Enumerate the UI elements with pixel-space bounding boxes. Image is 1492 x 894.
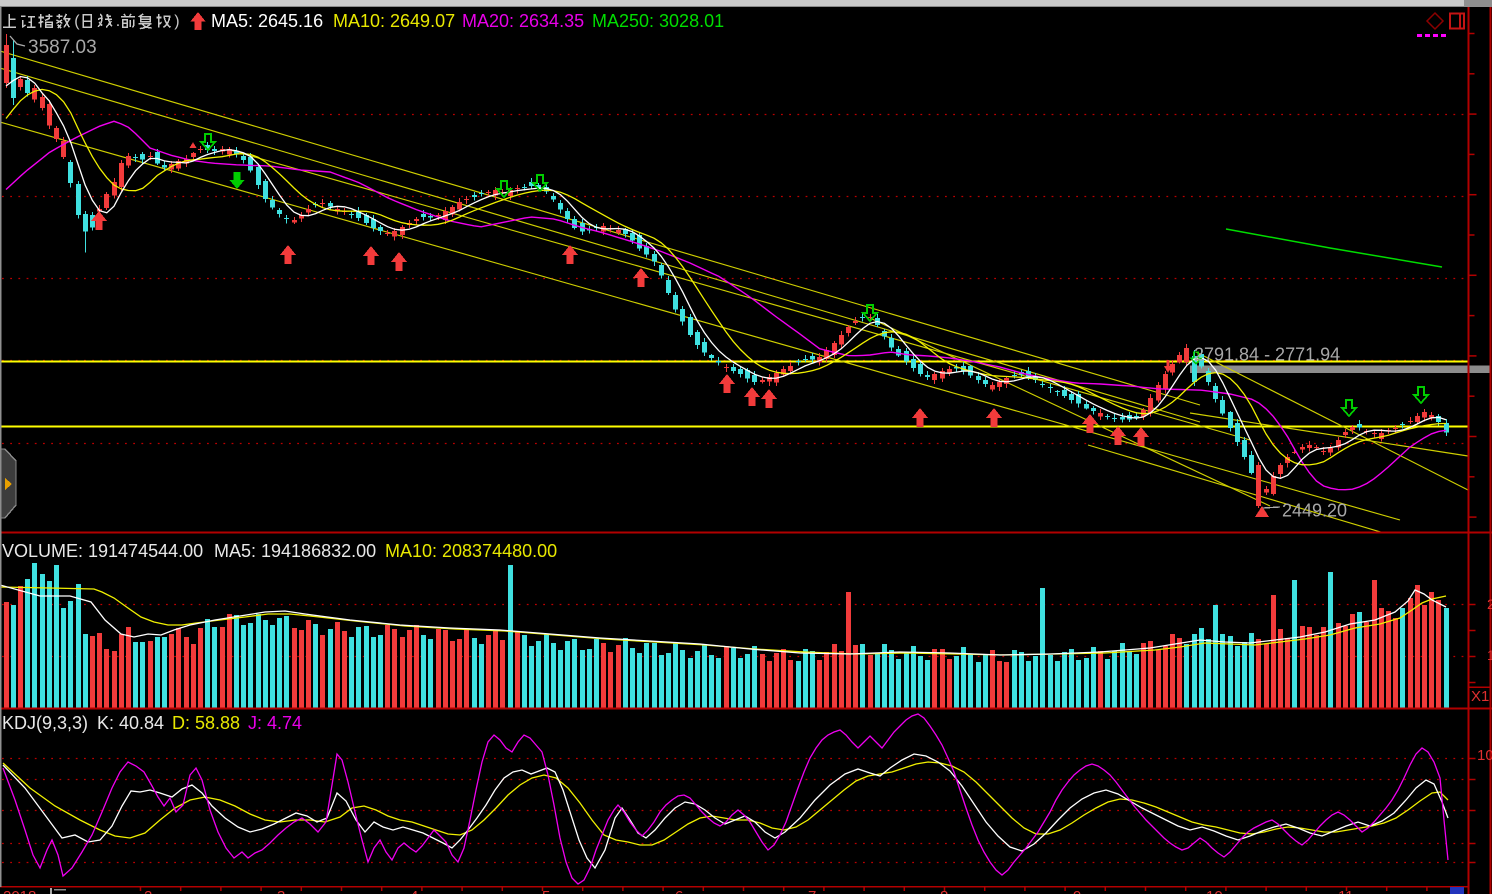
svg-text:2: 2 [144,888,152,894]
svg-text:11: 11 [1338,888,1354,894]
svg-text:D: 58.88: D: 58.88 [172,713,240,733]
svg-text:MA5: 2645.16: MA5: 2645.16 [211,11,323,31]
svg-text:MA250: 3028.01: MA250: 3028.01 [592,11,724,31]
svg-text:4: 4 [410,888,418,894]
svg-text:9: 9 [1073,888,1081,894]
svg-text:2: 2 [1487,596,1492,612]
svg-text:6: 6 [675,888,683,894]
svg-text:3587.03: 3587.03 [28,37,97,58]
svg-text:1: 1 [1487,647,1492,663]
svg-text:J: 4.74: J: 4.74 [248,713,302,733]
svg-text:MA5: 194186832.00: MA5: 194186832.00 [214,541,376,561]
svg-text:2018: 2018 [3,888,36,894]
svg-text:K: 40.84: K: 40.84 [97,713,164,733]
svg-text:MA10: 208374480.00: MA10: 208374480.00 [385,541,557,561]
svg-text:.: . [116,13,120,30]
svg-text:): ) [174,13,179,30]
svg-text:MA10: 2649.07: MA10: 2649.07 [333,11,455,31]
svg-text:VOLUME: 191474544.00: VOLUME: 191474544.00 [2,541,203,561]
svg-text:5: 5 [542,888,550,894]
svg-text:10: 10 [1477,747,1492,764]
svg-text:10: 10 [1206,888,1223,894]
svg-text:MA20: 2634.35: MA20: 2634.35 [462,11,584,31]
svg-text:(: ( [74,13,80,30]
svg-text:2791.84 - 2771.94: 2791.84 - 2771.94 [1194,345,1340,365]
svg-text:2449.20: 2449.20 [1282,501,1347,521]
svg-text:8: 8 [940,888,948,894]
svg-text:X1: X1 [1471,688,1489,705]
svg-text:7: 7 [808,888,816,894]
svg-text:3: 3 [277,888,285,894]
svg-text:KDJ(9,3,3): KDJ(9,3,3) [2,713,88,733]
